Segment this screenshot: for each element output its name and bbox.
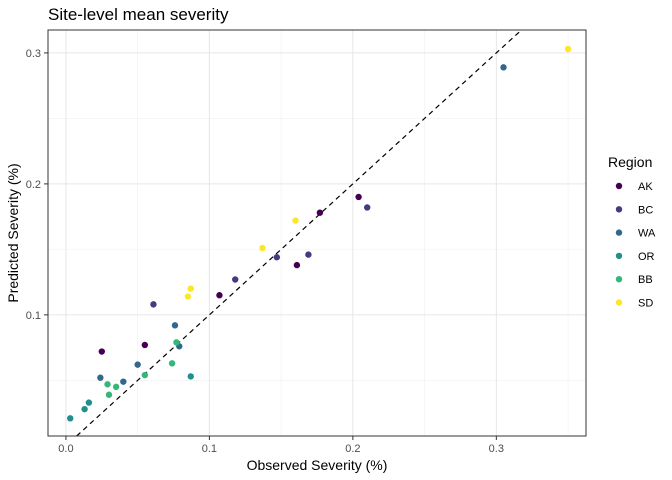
legend-label-ak: AK: [638, 181, 653, 193]
y-tick-label: 0.2: [26, 179, 41, 191]
legend-key-sd: [615, 299, 623, 306]
y-axis: 0.1 0.2 0.3: [26, 48, 48, 322]
legend-label-wa: WA: [638, 228, 656, 240]
data-point-wa: [500, 64, 507, 71]
x-tick-label: 0.0: [58, 443, 73, 455]
legend: Region AK BC WA OR BB SD: [608, 154, 656, 310]
data-point-bb: [112, 383, 120, 391]
legend-label-sd: SD: [638, 298, 653, 310]
legend-key-ak: [615, 182, 623, 190]
data-point-bb: [168, 360, 176, 367]
data-point-wa: [97, 374, 104, 381]
plot-border: [47, 29, 587, 437]
x-axis: 0.0 0.1 0.2 0.3: [58, 436, 504, 455]
data-point-bc: [273, 254, 281, 261]
data-point-wa: [134, 361, 141, 368]
x-tick-label: 0.1: [202, 443, 217, 455]
data-point-sd: [292, 217, 299, 224]
plot-panel: [48, 30, 586, 436]
data-point-bc: [232, 276, 239, 283]
y-tick-label: 0.1: [26, 310, 41, 322]
legend-title: Region: [608, 154, 652, 170]
data-point-bb: [173, 339, 180, 346]
data-point-wa: [171, 322, 179, 329]
legend-key-bc: [615, 206, 623, 213]
data-point-bb: [104, 381, 111, 388]
data-point-or: [67, 415, 74, 422]
data-point-or: [85, 399, 93, 406]
chart-title: Site-level mean severity: [48, 5, 229, 24]
y-tick-label: 0.3: [26, 48, 41, 60]
data-point-ak: [141, 341, 149, 349]
data-point-or: [187, 373, 194, 380]
legend-label-bb: BB: [638, 274, 653, 286]
legend-label-bc: BC: [638, 204, 653, 216]
x-tick-label: 0.2: [345, 443, 360, 455]
data-point-bc: [150, 301, 157, 308]
data-point-sd: [187, 285, 194, 292]
data-points: [67, 45, 572, 422]
data-point-ak: [355, 193, 362, 201]
data-point-ak: [316, 209, 324, 216]
data-point-sd: [564, 45, 572, 53]
legend-key-bb: [615, 276, 623, 283]
identity-reference-line: [76, 29, 522, 437]
data-point-sd: [259, 244, 266, 252]
legend-key-or: [615, 252, 623, 260]
data-point-ak: [293, 261, 301, 269]
data-point-bc: [364, 204, 371, 211]
data-point-bb: [141, 371, 149, 379]
data-point-or: [81, 405, 88, 413]
data-point-sd: [184, 293, 192, 300]
data-point-bc: [305, 251, 312, 258]
data-point-ak: [216, 292, 223, 299]
legend-label-or: OR: [638, 251, 655, 263]
data-point-wa: [120, 378, 127, 385]
reference-line-group: [76, 29, 522, 437]
data-point-ak: [98, 348, 106, 355]
x-tick-label: 0.3: [489, 443, 504, 455]
data-point-bb: [105, 391, 113, 398]
x-axis-title: Observed Severity (%): [247, 457, 388, 473]
legend-key-wa: [615, 229, 623, 236]
y-axis-title: Predicted Severity (%): [5, 163, 21, 302]
